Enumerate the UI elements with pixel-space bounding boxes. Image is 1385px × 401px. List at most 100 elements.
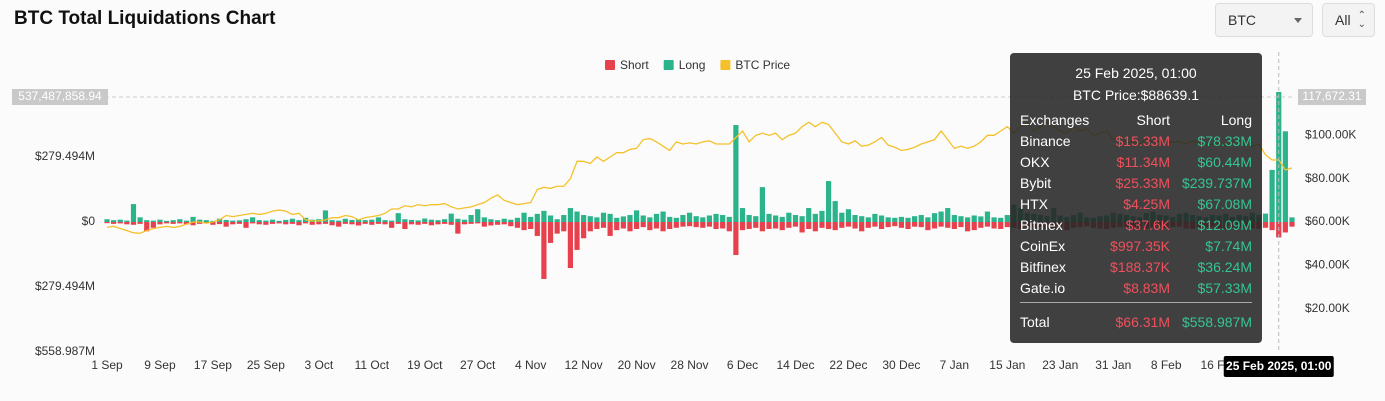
bar [660, 222, 666, 232]
bar [395, 222, 401, 224]
tooltip-cell: $15.33M [1115, 132, 1170, 149]
bar [528, 216, 534, 222]
bar [726, 222, 732, 232]
bar [998, 222, 1004, 229]
bar [918, 215, 924, 222]
bar [958, 222, 964, 228]
bar [739, 222, 746, 231]
bar [925, 222, 931, 231]
bar [197, 219, 203, 222]
x-tick-label: 20 Nov [618, 358, 656, 372]
bar [395, 213, 401, 222]
bar [276, 222, 282, 224]
bar [918, 222, 924, 228]
bar [375, 217, 382, 222]
bar [157, 222, 163, 225]
bar [230, 220, 236, 222]
bar [269, 219, 276, 222]
range-select[interactable]: All ⌃ ⌄ [1322, 3, 1375, 37]
bar [607, 213, 613, 222]
bar [475, 222, 481, 224]
bar [938, 211, 944, 222]
legend-swatch [663, 60, 674, 70]
bar [150, 222, 156, 228]
bar [832, 222, 838, 231]
x-tick-label: 15 Jan [989, 358, 1025, 372]
bar [799, 216, 805, 222]
bar [183, 222, 190, 225]
bar [369, 222, 375, 225]
bar [309, 222, 315, 225]
bar [256, 222, 262, 225]
bar [984, 222, 991, 227]
bar [111, 222, 117, 224]
bar [362, 222, 368, 224]
bar [534, 222, 540, 236]
bar [892, 222, 898, 227]
bar [693, 216, 699, 222]
bar [686, 222, 693, 227]
bar [792, 222, 799, 227]
x-tick-label: 9 Sep [144, 358, 176, 372]
bar [322, 222, 329, 224]
bar [819, 222, 825, 228]
bar [1269, 169, 1275, 222]
bar [581, 222, 587, 239]
bar [773, 215, 779, 222]
bar [336, 222, 342, 227]
bar [931, 222, 938, 229]
bar [554, 222, 560, 234]
bar [799, 222, 805, 233]
legend-swatch [720, 60, 731, 70]
bar [746, 222, 752, 229]
tooltip-cell: $37.6K [1125, 216, 1170, 233]
stepper-icon: ⌃ ⌄ [1357, 10, 1366, 30]
bar [951, 215, 957, 222]
bar [931, 213, 938, 222]
bar [819, 210, 825, 222]
bar [839, 212, 845, 222]
bar [389, 220, 395, 222]
bar [111, 220, 117, 222]
bar [541, 210, 547, 222]
bar [878, 222, 885, 229]
bar [832, 201, 838, 222]
symbol-select[interactable]: BTC [1215, 3, 1313, 37]
bar [759, 222, 765, 232]
tooltip-cell: $60.44M [1197, 153, 1252, 170]
bar [872, 222, 878, 227]
bar [647, 222, 653, 231]
x-tick-label: 11 Oct [355, 358, 390, 372]
bar [223, 222, 229, 227]
bar [402, 219, 408, 222]
bar [514, 222, 521, 228]
bar [640, 215, 646, 222]
tooltip-cell: OKX [1020, 153, 1050, 170]
tooltip-cell: $239.737M [1181, 174, 1252, 191]
bar [706, 215, 713, 222]
bar [442, 222, 448, 224]
bar [912, 222, 918, 227]
tooltip-cell: $558.987M [1181, 313, 1252, 330]
bar [653, 213, 660, 222]
bar [402, 222, 408, 229]
symbol-value: BTC [1228, 12, 1256, 28]
y2-tick-label: $60.00K [1305, 214, 1350, 228]
bar [263, 220, 269, 222]
bar [587, 222, 593, 232]
tooltip-row: Bitfinex $188.37K $36.24M [1020, 256, 1252, 277]
bar [382, 220, 388, 222]
x-tick-label: 8 Feb [1151, 358, 1182, 372]
bar [845, 222, 852, 227]
bar [150, 220, 156, 222]
tooltip-row: Binance $15.33M $78.33M [1020, 130, 1252, 151]
bar [965, 217, 971, 222]
bar [680, 215, 686, 222]
bar [898, 222, 904, 228]
bar [614, 222, 620, 231]
bar [872, 213, 878, 222]
bar [170, 220, 176, 222]
bar [600, 212, 607, 222]
bar [322, 210, 329, 222]
bar [1269, 222, 1275, 231]
